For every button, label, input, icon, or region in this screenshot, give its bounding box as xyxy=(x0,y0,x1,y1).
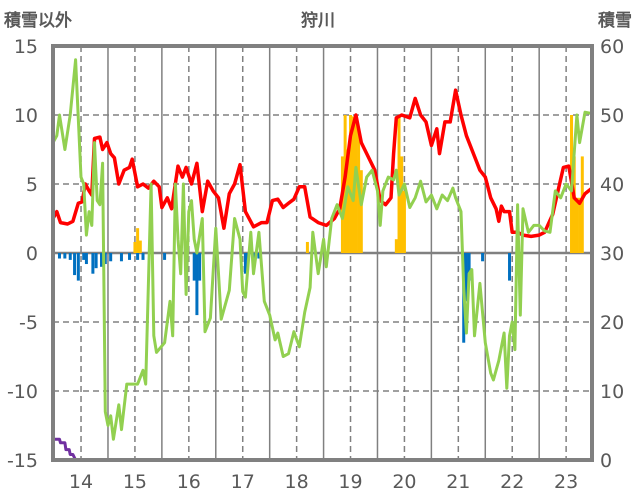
chart-title: 狩川 xyxy=(301,10,335,31)
blue-bar xyxy=(128,253,132,260)
blue-bar xyxy=(508,253,512,281)
left-tick-label: -5 xyxy=(19,312,38,334)
x-tick-label: 23 xyxy=(554,471,578,493)
x-tick-label: 19 xyxy=(338,471,362,493)
purple-series-line xyxy=(53,437,592,462)
left-tick-label: -10 xyxy=(7,381,38,403)
right-tick-label: 10 xyxy=(600,381,624,403)
orange-bar xyxy=(400,156,404,253)
orange-bar xyxy=(346,149,350,253)
blue-bar xyxy=(103,253,107,265)
blue-bar xyxy=(141,253,145,260)
blue-bar xyxy=(195,253,199,316)
orange-bar xyxy=(138,240,142,253)
green-series-line xyxy=(51,58,593,441)
left-tick-label: 0 xyxy=(26,243,38,265)
right-tick-label: 40 xyxy=(600,174,624,196)
blue-bar xyxy=(76,253,80,281)
blue-bar xyxy=(94,253,98,269)
left-tick-label: 15 xyxy=(14,36,38,58)
x-tick-label: 17 xyxy=(231,471,255,493)
right-tick-label: 60 xyxy=(600,36,624,58)
blue-bar xyxy=(119,253,123,262)
orange-bar xyxy=(402,190,406,253)
blue-bar xyxy=(136,253,140,260)
orange-bar xyxy=(305,241,309,253)
red-series-line xyxy=(51,88,594,239)
orange-bar xyxy=(572,156,576,253)
left-tick-label: -15 xyxy=(7,450,38,472)
orange-bar xyxy=(136,228,140,253)
blue-bar xyxy=(91,253,95,274)
blue-bar xyxy=(192,253,196,281)
plot-frame xyxy=(51,44,594,462)
x-tick-label: 20 xyxy=(392,471,416,493)
orange-bar xyxy=(575,197,579,253)
lines xyxy=(51,58,594,462)
orange-bar xyxy=(359,170,363,253)
orange-bar xyxy=(580,156,584,253)
blue-bar xyxy=(84,253,88,265)
right-tick-label: 30 xyxy=(600,243,624,265)
blue-bar xyxy=(109,253,113,262)
blue-bar xyxy=(467,253,471,281)
x-tick-label: 21 xyxy=(446,471,470,493)
blue-bar xyxy=(198,253,202,281)
left-axis-title: 積雪以外 xyxy=(4,10,72,31)
orange-bar xyxy=(394,239,398,253)
blue-bar xyxy=(73,253,77,276)
blue-bar xyxy=(481,253,485,262)
blue-bar xyxy=(163,253,167,260)
blue-bar xyxy=(57,253,61,259)
blue-bar xyxy=(82,253,86,260)
left-tick-label: 10 xyxy=(14,105,38,127)
bars xyxy=(57,115,584,343)
orange-bar xyxy=(133,241,137,253)
left-tick-label: 5 xyxy=(26,174,38,196)
blue-bar xyxy=(243,253,247,274)
orange-bar xyxy=(578,197,582,253)
blue-bar xyxy=(68,253,72,260)
blue-bar xyxy=(100,253,104,267)
orange-bar xyxy=(340,156,344,253)
x-tick-label: 22 xyxy=(500,471,524,493)
right-tick-label: 50 xyxy=(600,105,624,127)
x-tick-label: 15 xyxy=(123,471,147,493)
right-tick-label: 0 xyxy=(600,450,612,472)
blue-bar xyxy=(63,253,67,259)
blue-bar xyxy=(257,253,261,259)
right-tick-label: 20 xyxy=(600,312,624,334)
x-tick-label: 14 xyxy=(69,471,93,493)
blue-bar xyxy=(464,253,468,302)
x-tick-label: 16 xyxy=(177,471,201,493)
x-tick-label: 18 xyxy=(285,471,309,493)
orange-bar xyxy=(349,115,353,253)
right-axis-title: 積雪 xyxy=(598,10,632,31)
